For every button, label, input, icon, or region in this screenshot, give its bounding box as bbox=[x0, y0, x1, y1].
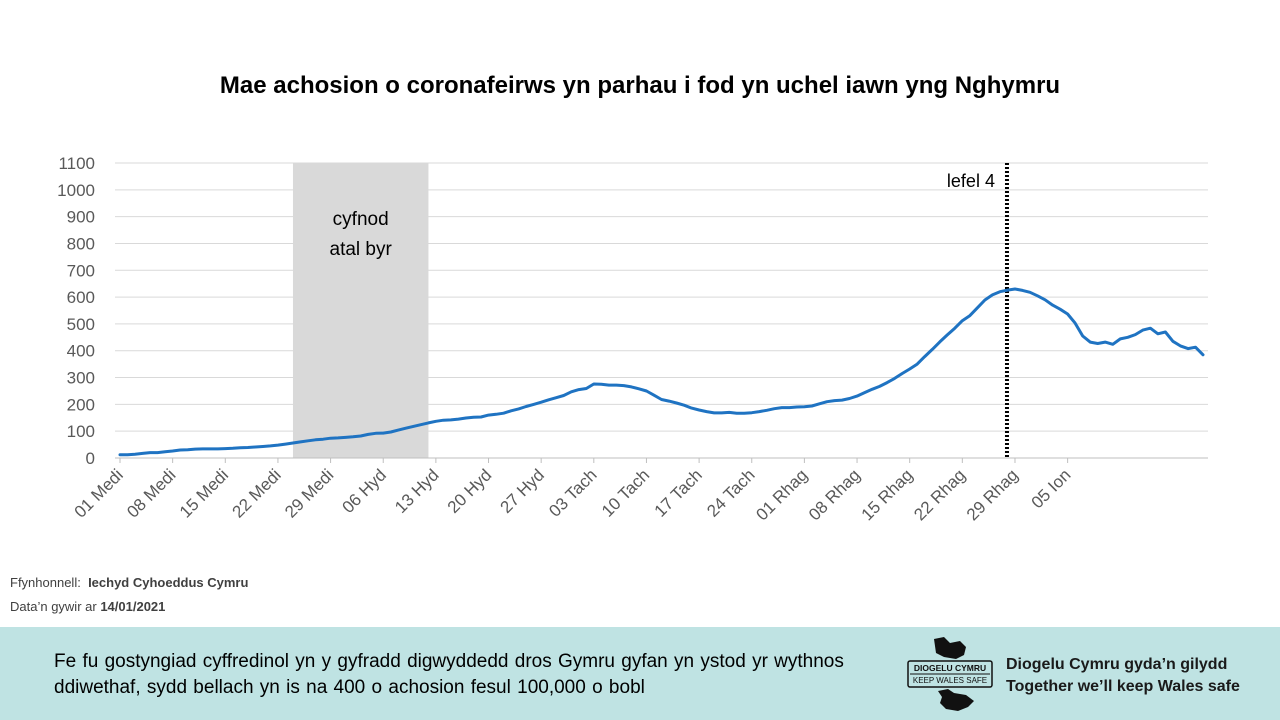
y-tick-label: 400 bbox=[67, 342, 95, 361]
logo-line1: DIOGELU CYMRU bbox=[914, 663, 986, 673]
y-tick-label: 500 bbox=[67, 315, 95, 334]
x-tick-label: 15 Medi bbox=[176, 465, 232, 521]
y-tick-label: 800 bbox=[67, 234, 95, 253]
y-tick-label: 700 bbox=[67, 261, 95, 280]
x-tick-label: 05 Ion bbox=[1028, 465, 1075, 512]
footer-message: Fe fu gostyngiad cyffredinol yn y gyfrad… bbox=[54, 651, 844, 698]
tagline-welsh: Diogelu Cymru gyda’n gilydd bbox=[1006, 656, 1228, 673]
x-tick-label: 22 Rhag bbox=[910, 465, 969, 524]
series-line bbox=[118, 287, 1205, 457]
chart-title: Mae achosion o coronafeirws yn parhau i … bbox=[219, 72, 1061, 99]
source-value: Iechyd Cyhoeddus Cymru bbox=[88, 575, 249, 590]
x-tick-label: 24 Tach bbox=[703, 465, 758, 520]
y-tick-label: 900 bbox=[67, 208, 95, 227]
x-tick-label: 08 Rhag bbox=[805, 465, 864, 524]
y-tick-label: 1000 bbox=[57, 181, 95, 200]
tagline-english: Together we’ll keep Wales safe bbox=[1006, 678, 1240, 695]
shaded-region-fill bbox=[292, 163, 429, 458]
footer-banner: Fe fu gostyngiad cyffredinol yn y gyfrad… bbox=[0, 627, 1280, 720]
y-tick-label: 200 bbox=[67, 395, 95, 414]
date-value: 14/01/2021 bbox=[100, 599, 166, 614]
line-chart: 0 100 200 300 400 500 600 700 800 900 1000 1100 cyfn… bbox=[57, 154, 1208, 524]
keep-wales-safe-logo: DIOGELU CYMRU KEEP WALES SAFE bbox=[904, 635, 996, 715]
x-tick-label: 27 Hyd bbox=[496, 465, 548, 517]
date-label: Data’n gywir ar bbox=[10, 599, 97, 614]
x-tick-label: 17 Tach bbox=[651, 465, 706, 520]
x-tick-label: 22 Medi bbox=[229, 465, 285, 521]
tagline: Diogelu Cymru gyda’n gilydd Together we’… bbox=[1006, 654, 1240, 698]
x-tick-label: 15 Rhag bbox=[858, 465, 917, 524]
wales-map-icon bbox=[934, 637, 966, 659]
x-tick-label: 03 Tach bbox=[545, 465, 600, 520]
x-tick-label: 10 Tach bbox=[598, 465, 653, 520]
x-tick-label: 01 Rhag bbox=[752, 465, 811, 524]
source-info: Ffynhonnell: Iechyd Cyhoeddus Cymru Data… bbox=[10, 571, 248, 619]
logo-line2: KEEP WALES SAFE bbox=[913, 676, 987, 685]
x-tick-label: 06 Hyd bbox=[339, 465, 391, 517]
y-tick-label: 0 bbox=[86, 449, 95, 468]
x-tick-label: 01 Medi bbox=[71, 465, 127, 521]
x-tick-label: 08 Medi bbox=[123, 465, 179, 521]
x-tick-label: 29 Medi bbox=[281, 465, 337, 521]
source-label: Ffynhonnell: bbox=[10, 575, 81, 590]
y-tick-label: 100 bbox=[67, 422, 95, 441]
lefel-4-label: lefel 4 bbox=[947, 171, 995, 191]
x-tick-label: 20 Hyd bbox=[444, 465, 496, 517]
y-tick-label: 300 bbox=[67, 369, 95, 388]
shaded-region-label: cyfnod bbox=[333, 209, 389, 230]
y-tick-label: 600 bbox=[67, 288, 95, 307]
shaded-region-label: atal byr bbox=[330, 239, 393, 260]
x-tick-label: 13 Hyd bbox=[391, 465, 443, 517]
x-tick-label: 29 Rhag bbox=[963, 465, 1022, 524]
y-tick-label: 1100 bbox=[58, 154, 95, 173]
